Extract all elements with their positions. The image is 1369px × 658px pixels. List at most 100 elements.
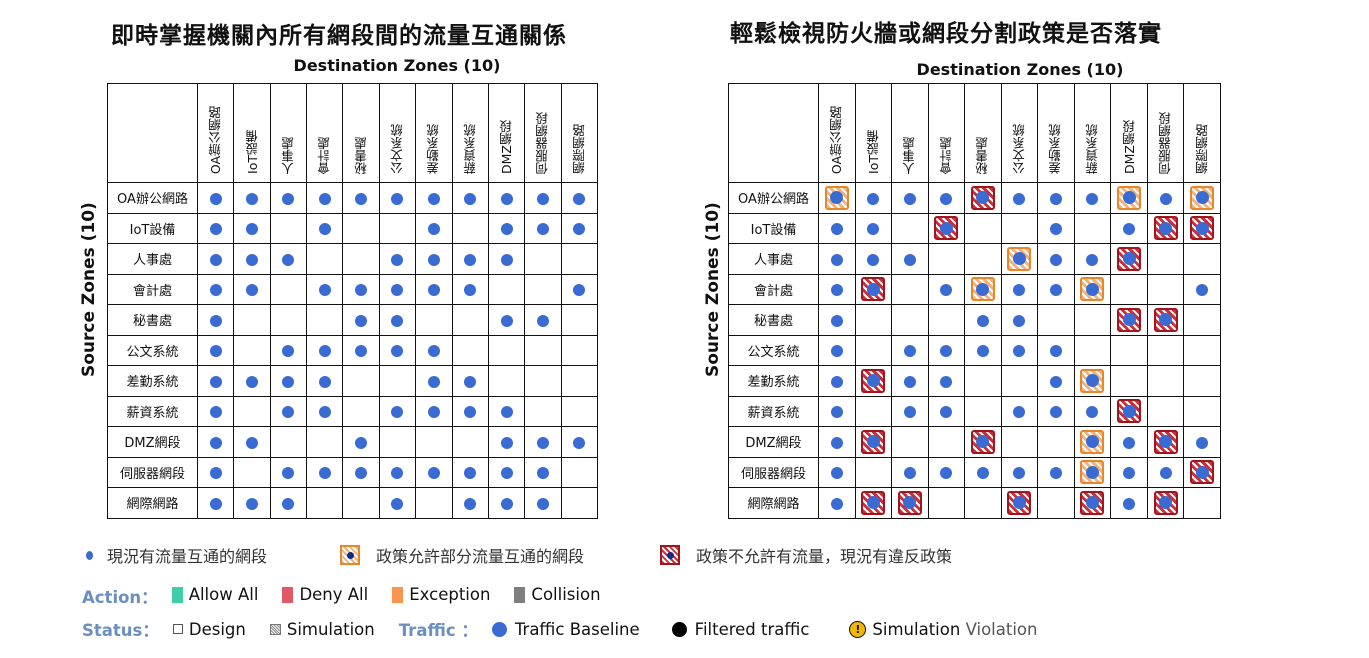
matrix-cell[interactable] [560,395,599,427]
matrix-cell[interactable] [487,426,526,458]
matrix-cell[interactable] [964,334,1002,366]
matrix-cell[interactable] [854,456,893,488]
matrix-cell[interactable] [196,304,235,336]
matrix-cell[interactable] [854,487,893,519]
matrix-cell[interactable] [451,456,489,488]
matrix-cell[interactable] [1110,334,1148,366]
matrix-cell[interactable] [1110,212,1148,244]
matrix-cell[interactable] [451,243,489,275]
matrix-cell[interactable] [964,395,1002,427]
matrix-cell[interactable] [964,365,1002,397]
matrix-cell[interactable] [306,243,344,275]
matrix-cell[interactable] [451,395,489,427]
matrix-cell[interactable] [1183,304,1221,336]
matrix-cell[interactable] [1037,182,1075,214]
matrix-cell[interactable] [306,273,344,305]
matrix-cell[interactable] [1183,456,1221,488]
matrix-cell[interactable] [1183,487,1221,519]
matrix-cell[interactable] [233,243,271,275]
matrix-cell[interactable] [196,456,235,488]
matrix-cell[interactable] [891,273,929,305]
matrix-cell[interactable] [415,426,453,458]
matrix-cell[interactable] [342,304,380,336]
matrix-cell[interactable] [1073,212,1112,244]
matrix-cell[interactable] [524,243,562,275]
matrix-cell[interactable] [233,334,271,366]
matrix-cell[interactable] [233,395,271,427]
matrix-cell[interactable] [233,426,271,458]
matrix-cell[interactable] [560,334,599,366]
matrix-cell[interactable] [854,365,893,397]
matrix-cell[interactable] [1146,273,1185,305]
matrix-cell[interactable] [854,395,893,427]
matrix-cell[interactable] [1000,182,1039,214]
matrix-cell[interactable] [560,487,599,519]
matrix-cell[interactable] [927,212,966,244]
matrix-cell[interactable] [524,426,562,458]
matrix-cell[interactable] [487,487,526,519]
matrix-cell[interactable] [269,304,308,336]
matrix-cell[interactable] [487,456,526,488]
matrix-cell[interactable] [487,212,526,244]
matrix-cell[interactable] [1000,212,1039,244]
matrix-cell[interactable] [1073,365,1112,397]
matrix-cell[interactable] [233,273,271,305]
matrix-cell[interactable] [927,273,966,305]
matrix-cell[interactable] [1000,273,1039,305]
matrix-cell[interactable] [342,182,380,214]
matrix-cell[interactable] [891,334,929,366]
matrix-cell[interactable] [560,426,599,458]
matrix-cell[interactable] [487,304,526,336]
matrix-cell[interactable] [1037,456,1075,488]
matrix-cell[interactable] [451,304,489,336]
matrix-cell[interactable] [818,334,856,366]
matrix-cell[interactable] [451,182,489,214]
matrix-cell[interactable] [342,487,380,519]
matrix-cell[interactable] [269,273,308,305]
matrix-cell[interactable] [196,334,235,366]
matrix-cell[interactable] [1000,243,1039,275]
matrix-cell[interactable] [415,334,453,366]
matrix-cell[interactable] [1037,212,1075,244]
matrix-cell[interactable] [1073,334,1112,366]
matrix-cell[interactable] [1073,487,1112,519]
matrix-cell[interactable] [560,243,599,275]
matrix-cell[interactable] [818,395,856,427]
matrix-cell[interactable] [306,334,344,366]
matrix-cell[interactable] [1037,487,1075,519]
matrix-cell[interactable] [378,212,417,244]
matrix-cell[interactable] [378,334,417,366]
matrix-cell[interactable] [854,212,893,244]
matrix-cell[interactable] [1183,273,1221,305]
matrix-cell[interactable] [342,456,380,488]
matrix-cell[interactable] [927,426,966,458]
matrix-cell[interactable] [1183,182,1221,214]
matrix-cell[interactable] [269,182,308,214]
matrix-cell[interactable] [378,243,417,275]
matrix-cell[interactable] [1146,334,1185,366]
matrix-cell[interactable] [1110,304,1148,336]
matrix-cell[interactable] [818,487,856,519]
matrix-cell[interactable] [415,182,453,214]
matrix-cell[interactable] [818,182,856,214]
matrix-cell[interactable] [233,456,271,488]
matrix-cell[interactable] [269,456,308,488]
matrix-cell[interactable] [196,243,235,275]
matrix-cell[interactable] [306,395,344,427]
matrix-cell[interactable] [487,395,526,427]
matrix-cell[interactable] [854,334,893,366]
matrix-cell[interactable] [342,395,380,427]
matrix-cell[interactable] [451,273,489,305]
matrix-cell[interactable] [196,395,235,427]
matrix-cell[interactable] [524,395,562,427]
matrix-cell[interactable] [378,365,417,397]
matrix-cell[interactable] [818,426,856,458]
matrix-cell[interactable] [1073,395,1112,427]
matrix-cell[interactable] [378,182,417,214]
matrix-cell[interactable] [1110,273,1148,305]
matrix-cell[interactable] [1037,273,1075,305]
matrix-cell[interactable] [1146,304,1185,336]
matrix-cell[interactable] [306,456,344,488]
matrix-cell[interactable] [1146,426,1185,458]
matrix-cell[interactable] [196,426,235,458]
